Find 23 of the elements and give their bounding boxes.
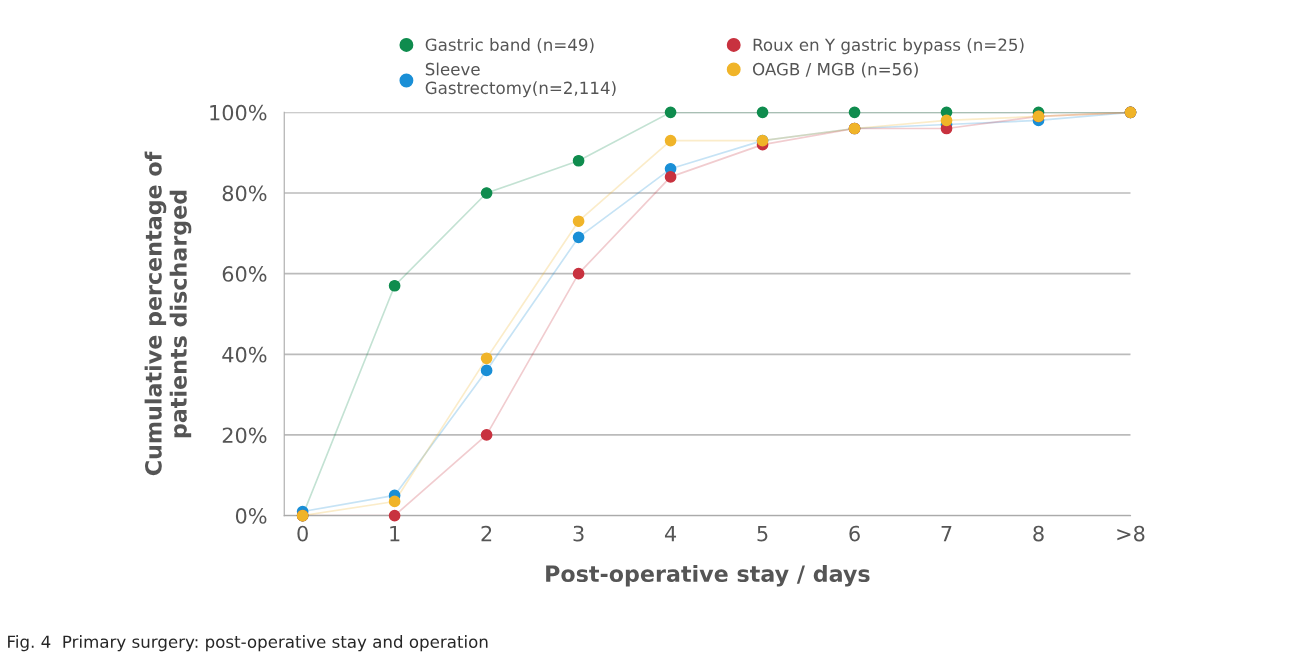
x-tick-label: 5 [757,525,768,542]
legend-label: Sleeve Gastrectomy(n=2,114) [425,62,616,98]
y-axis-title: Cumulative percentage of patients discharged [144,151,192,476]
y-tick-label: 20% [222,427,267,444]
x-tick-label: 3 [573,525,584,542]
y-tick-label: 80% [222,185,267,202]
caption: Fig. 4 Primary surgery: post-operative stay and operation [8,635,488,652]
x-tick-label: 6 [849,525,860,542]
legend-label: OAGB / MGB (n=56) [752,62,918,78]
x-tick-label: >8 [1117,525,1145,542]
y-tick-label: 40% [222,346,267,363]
x-tick-label: 8 [1033,525,1044,542]
legend-label: Roux en Y gastric bypass (n=25) [753,38,1024,55]
x-tick-label: 0 [297,525,308,542]
y-tick-label: 0% [235,508,267,524]
x-tick-label: 1 [390,525,400,542]
y-tick-label: 60% [222,266,267,282]
y-tick-label: 100% [210,104,267,121]
x-axis-title: Post-operative stay / days [546,564,870,587]
legend-label: Gastric band (n=49) [425,38,594,53]
x-tick-label: 7 [941,525,952,542]
x-tick-label: 2 [481,525,492,542]
x-tick-label: 4 [664,525,677,542]
